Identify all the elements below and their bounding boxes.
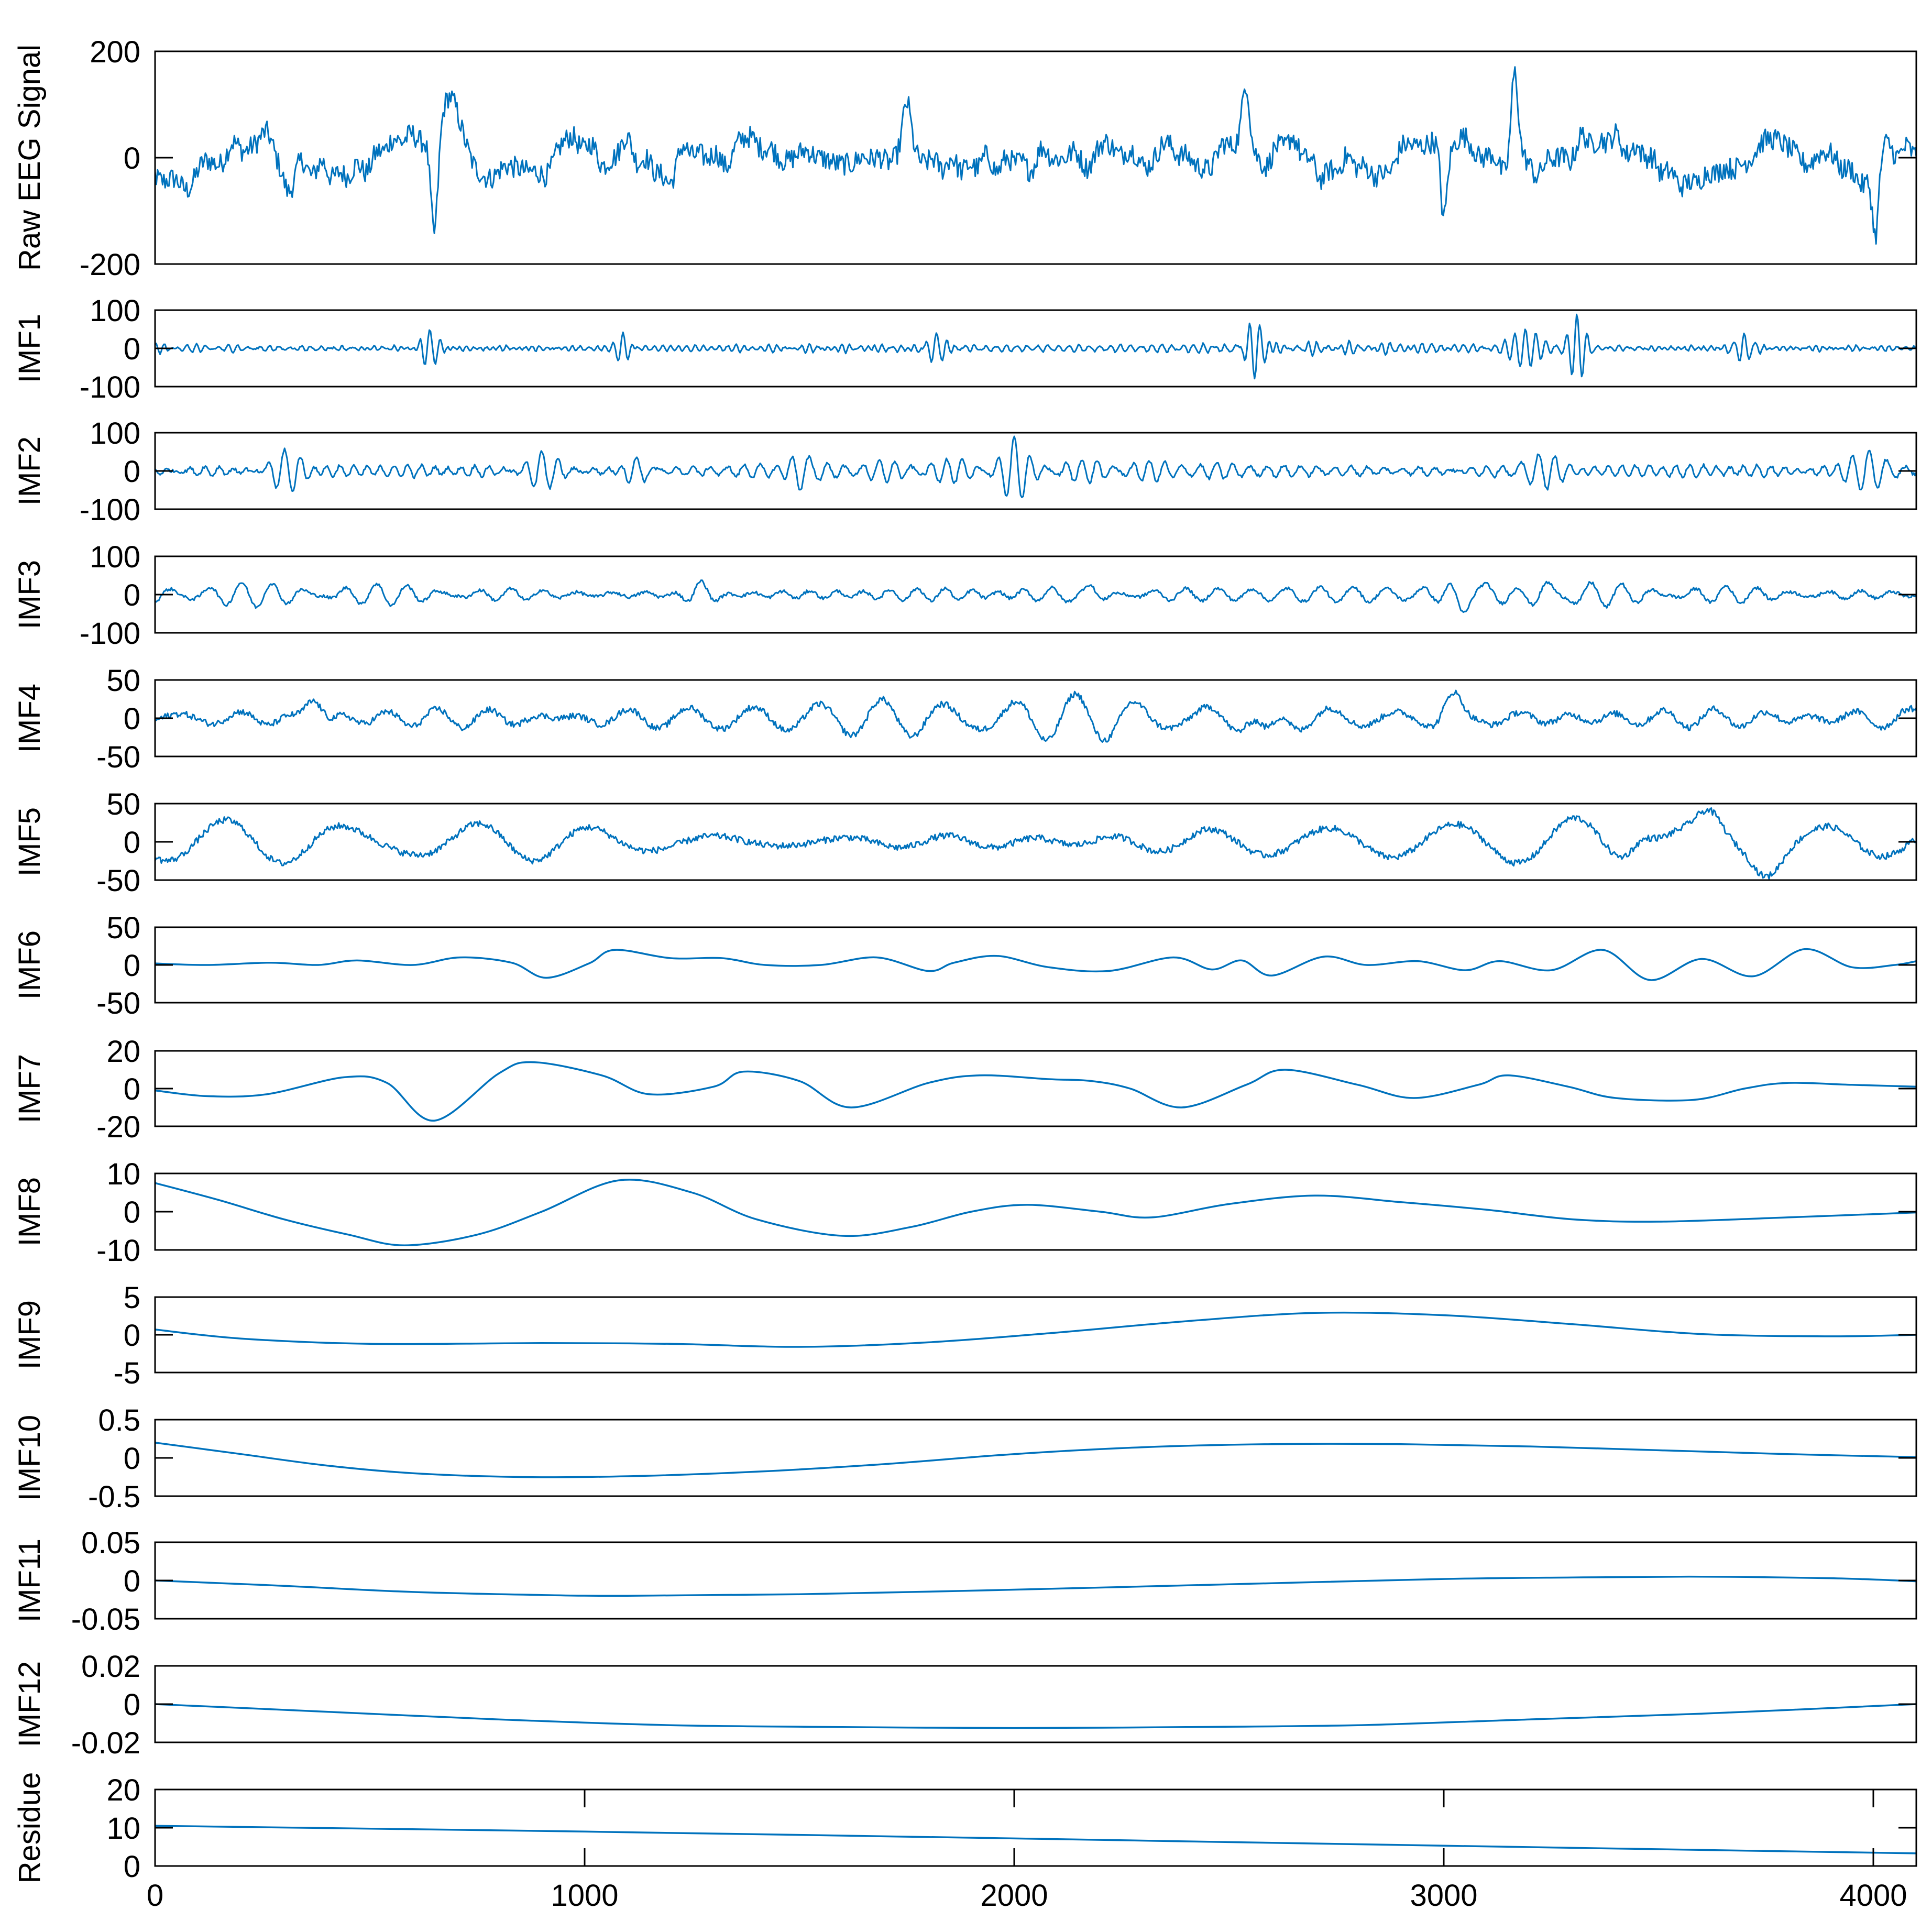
panel-imf9: 5 0-5 IMF9 (13, 1281, 1917, 1390)
residue-series-line (155, 1825, 1916, 1854)
imf11-ytick-label: 0.05 (81, 1526, 140, 1560)
imf4-ytick-label: 0 (124, 702, 140, 736)
panel-imf4: 50 0 -50 IMF4 (13, 664, 1917, 774)
imf12-ytick-label: 0.02 (81, 1650, 140, 1684)
imf5-axes-box (154, 803, 1917, 881)
imf3-ylabel: IMF3 (13, 560, 47, 629)
imf3-ytick-label: -100 (80, 617, 140, 651)
raw-eeg-ylabel: Raw EEG Signal (13, 45, 47, 271)
imf1-ytick-label: 100 (90, 294, 140, 328)
xtick-label: 3000 (1410, 1879, 1477, 1913)
imf2-ylabel: IMF2 (13, 436, 47, 506)
raw-eeg-ytick-label: -200 (80, 248, 140, 282)
raw-eeg-ytick-label: 0 (124, 141, 140, 175)
raw-eeg-ytick-label: 200 (90, 35, 140, 69)
panel-imf10: 0.5 0 -0.5 IMF10 (13, 1403, 1917, 1514)
imf3-ytick-label: 0 (124, 578, 140, 612)
imf3-series-line (155, 579, 1916, 613)
imf4-series-line (155, 689, 1916, 743)
imf4-ytick-label: -50 (96, 740, 140, 774)
panel-imf5: 50 0 -50 IMF5 (13, 787, 1917, 898)
imf12-ylabel: IMF12 (13, 1661, 47, 1747)
imf6-ytick-label: 0 (124, 949, 140, 983)
residue-ytick-label: 10 (106, 1812, 140, 1846)
imf12-axes-box (154, 1665, 1917, 1743)
imf3-axes-box (154, 555, 1917, 634)
imf9-series-line (155, 1311, 1916, 1348)
imf5-ytick-label: 0 (124, 826, 140, 860)
panel-imf2: 100 0 -100 IMF2 (13, 416, 1917, 527)
panel-imf1: 100 0 -100 IMF1 (13, 294, 1917, 404)
panel-raw-eeg: 200 0 -200 Raw EEG Signal (13, 35, 1917, 282)
imf11-axes-box (154, 1541, 1917, 1620)
panel-imf12: 0.02 0 -0.02 IMF12 (13, 1650, 1917, 1760)
imf9-ytick-label: 0 (124, 1319, 140, 1353)
imf12-ytick-label: 0 (124, 1688, 140, 1722)
imf2-ytick-label: 100 (90, 416, 140, 451)
imf2-series-line (155, 435, 1916, 498)
xtick-label: 0 (147, 1879, 163, 1913)
imf7-ytick-label: 0 (124, 1072, 140, 1106)
imf4-ylabel: IMF4 (13, 684, 47, 753)
imf2-ytick-label: -100 (80, 493, 140, 527)
imf11-series-line (155, 1575, 1916, 1597)
xtick-label: 4000 (1839, 1879, 1907, 1913)
imf10-ylabel: IMF10 (13, 1415, 47, 1501)
xtick-label: 1000 (551, 1879, 618, 1913)
imf6-ylabel: IMF6 (13, 930, 47, 1000)
residue-ylabel: Residue (13, 1772, 47, 1884)
imf2-axes-box (154, 432, 1917, 510)
imf10-series-line (155, 1442, 1916, 1478)
imf8-ytick-label: 10 (106, 1157, 140, 1191)
imf8-ytick-label: 0 (124, 1195, 140, 1230)
residue-ytick-label: 20 (106, 1773, 140, 1807)
imf10-ytick-label: 0.5 (98, 1403, 140, 1437)
imf8-ytick-label: -10 (96, 1234, 140, 1268)
imf6-series-line (155, 948, 1916, 981)
imf5-ytick-label: -50 (96, 864, 140, 898)
imf9-ylabel: IMF9 (13, 1300, 47, 1369)
imf8-axes-box (154, 1172, 1917, 1251)
imf11-ylabel: IMF11 (13, 1539, 47, 1622)
imf9-ytick-label: 5 (124, 1281, 140, 1315)
imf7-series-line (155, 1061, 1916, 1122)
imf10-ytick-label: -0.5 (88, 1480, 140, 1514)
panel-imf11: 0.05 0 -0.05 IMF11 (13, 1526, 1917, 1637)
imf6-ytick-label: -50 (96, 986, 140, 1020)
imf1-ytick-label: -100 (80, 370, 140, 404)
imf12-ytick-label: -0.02 (71, 1726, 140, 1760)
residue-axes-box (154, 1788, 1917, 1867)
imf4-ytick-label: 50 (106, 664, 140, 698)
imf7-ytick-label: 20 (106, 1035, 140, 1069)
imf6-ytick-label: 50 (106, 911, 140, 945)
imf10-axes-box (154, 1419, 1917, 1497)
imf1-ylabel: IMF1 (13, 314, 47, 383)
imf3-ytick-label: 100 (90, 540, 140, 574)
imf2-ytick-label: 0 (124, 455, 140, 489)
imf5-series-line (155, 807, 1916, 880)
panel-imf8: 10 0 -10 IMF8 (13, 1157, 1917, 1268)
imf11-ytick-label: 0 (124, 1564, 140, 1598)
imf10-ytick-label: 0 (124, 1442, 140, 1476)
raw-eeg-series-line (155, 66, 1916, 245)
imf8-ylabel: IMF8 (13, 1177, 47, 1246)
imf11-ytick-label: -0.05 (71, 1602, 140, 1637)
imf7-ylabel: IMF7 (13, 1054, 47, 1123)
panel-imf7: 200 -20 IMF7 (13, 1035, 1917, 1144)
imf9-ytick-label: -5 (113, 1356, 140, 1390)
imf7-ytick-label: -20 (96, 1110, 140, 1144)
residue-ytick-label: 0 (124, 1850, 140, 1884)
imf1-ytick-label: 0 (124, 332, 140, 366)
imf5-ytick-label: 50 (106, 787, 140, 821)
imf8-series-line (155, 1179, 1916, 1246)
xtick-label: 2000 (980, 1879, 1048, 1913)
imf12-series-line (155, 1703, 1916, 1729)
imf5-ylabel: IMF5 (13, 807, 47, 876)
panel-imf6: 50 0-50 IMF6 (13, 911, 1917, 1020)
imf1-series-line (155, 313, 1916, 380)
panel-imf3: 100 0 -100 IMF3 (13, 540, 1917, 651)
